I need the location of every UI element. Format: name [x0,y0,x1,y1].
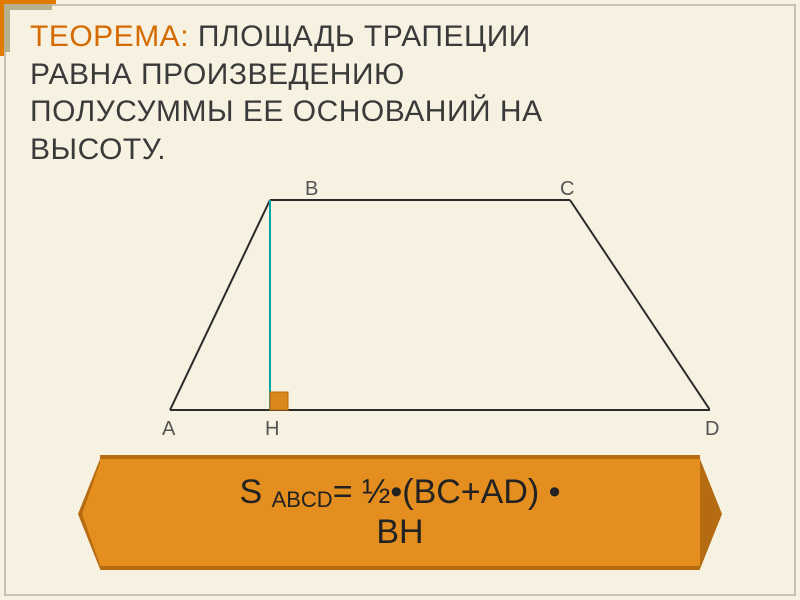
formula-banner: S ABCD= ½•(BC+AD) • BH [100,455,700,570]
trapezoid-svg [150,190,710,440]
vertex-H: H [265,418,279,441]
theorem-line1: ПЛОЩАДЬ ТРАПЕЦИИ [189,20,531,53]
theorem-line4: ВЫСОТУ. [30,133,166,166]
formula-sub: ABCD [272,487,333,512]
formula-rhs: = ½•(BC+AD) • [333,473,561,511]
theorem-line3: ПОЛУСУММЫ ЕЕ ОСНОВАНИЙ НА [30,95,543,128]
formula-text: S ABCD= ½•(BC+AD) • BH [239,473,560,551]
vertex-C: C [560,178,574,201]
corner-ornament [0,0,52,52]
trapezoid-diagram: B C A H D [150,190,710,440]
theorem-text: ТЕОРЕМА: ПЛОЩАДЬ ТРАПЕЦИИ РАВНА ПРОИЗВЕД… [0,0,800,168]
vertex-D: D [705,418,719,441]
formula-S: S [239,473,271,511]
vertex-B: B [305,178,318,201]
theorem-line2: РАВНА ПРОИЗВЕДЕНИЮ [30,58,405,91]
vertex-A: A [162,418,175,441]
formula-line2: BH [376,513,423,551]
